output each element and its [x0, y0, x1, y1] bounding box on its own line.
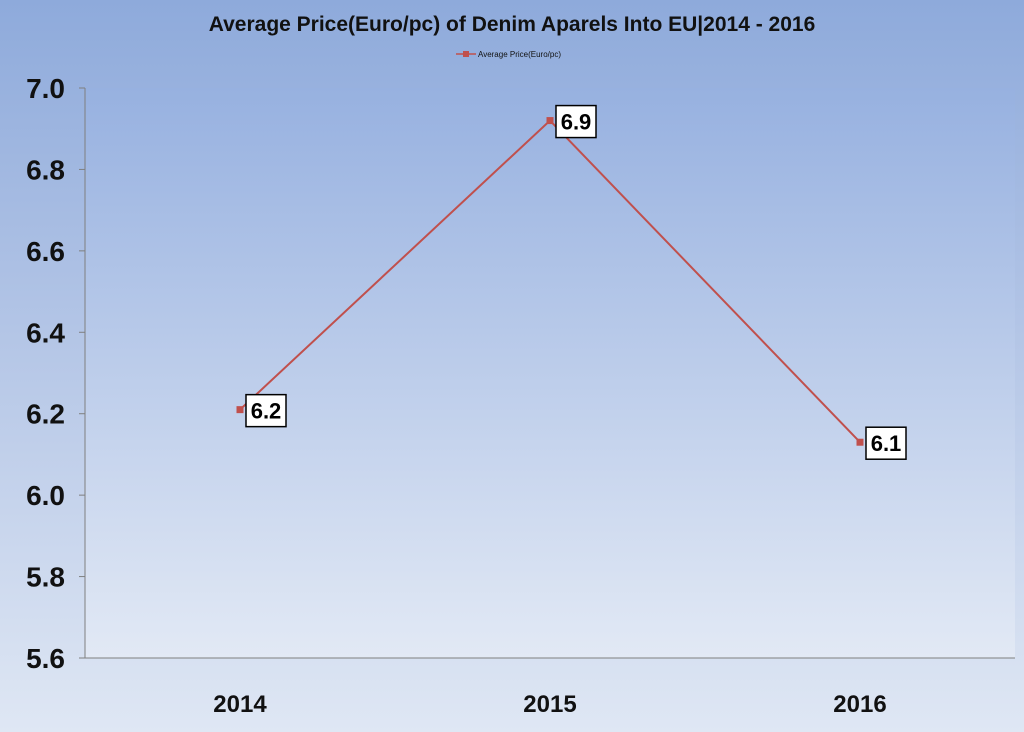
data-label-text: 6.1: [871, 431, 902, 456]
y-tick-label: 6.8: [26, 154, 65, 185]
y-axis-ticks: 5.6 5.8 6.0 6.2 6.4 6.6 6.8 7.0: [26, 73, 85, 674]
x-axis-ticks: 2014 2015 2016: [213, 691, 886, 718]
y-tick-label: 5.6: [26, 643, 65, 674]
x-tick-label: 2015: [523, 691, 576, 718]
y-tick-label: 6.6: [26, 236, 65, 267]
data-label: 6.2: [245, 393, 287, 428]
data-labels: 6.2 6.9 6.1: [245, 104, 907, 460]
chart-title: Average Price(Euro/pc) of Denim Aparels …: [209, 13, 816, 36]
y-tick-label: 5.8: [26, 562, 65, 593]
x-tick-label: 2016: [833, 691, 886, 718]
data-label-box: [865, 426, 907, 460]
data-label-box: [555, 104, 597, 139]
data-point-marker: [236, 406, 244, 414]
data-label-text: 6.2: [251, 399, 282, 424]
data-point-marker: [856, 438, 864, 446]
y-tick-label: 6.2: [26, 399, 65, 430]
series-layer: [236, 117, 864, 446]
y-tick-label: 6.0: [26, 480, 65, 511]
legend-label: Average Price(Euro/pc): [478, 50, 561, 59]
legend-square-marker: [463, 51, 469, 57]
axes: [84, 88, 1015, 659]
data-label-text: 6.9: [561, 110, 592, 135]
y-tick-label: 6.4: [26, 317, 65, 348]
data-label: 6.9: [555, 104, 597, 139]
legend: Average Price(Euro/pc): [456, 50, 561, 59]
data-label: 6.1: [865, 426, 907, 460]
x-tick-label: 2014: [213, 691, 267, 718]
y-tick-label: 7.0: [26, 73, 65, 104]
plot-area: [85, 88, 1015, 658]
data-label-box: [245, 393, 287, 428]
data-point-marker: [546, 117, 554, 125]
